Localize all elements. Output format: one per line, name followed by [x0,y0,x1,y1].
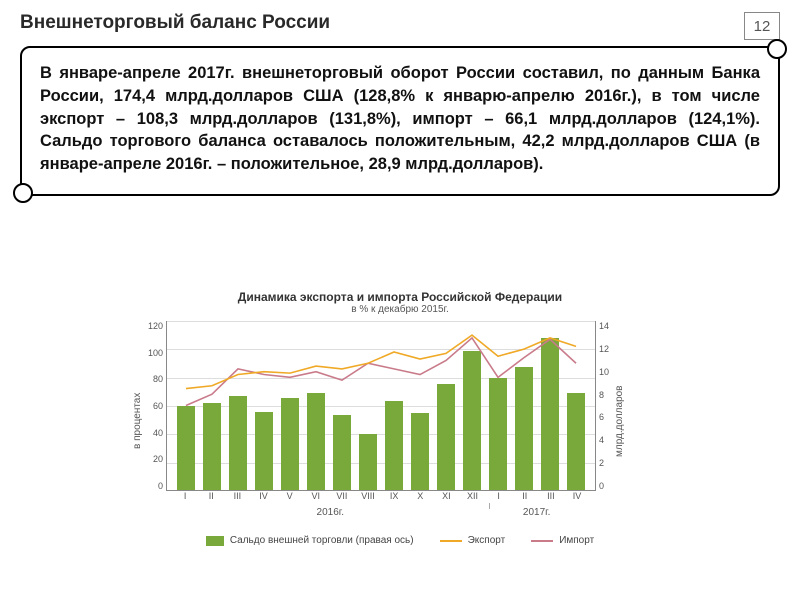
legend-item: Экспорт [440,535,506,546]
chart-title: Динамика экспорта и импорта Российской Ф… [130,290,670,304]
legend-item: Импорт [531,535,594,546]
x-tick: II [198,491,224,501]
x-tick: III [224,491,250,501]
x-tick: IV [250,491,276,501]
legend-label: Сальдо внешней торговли (правая ось) [230,535,414,546]
legend-label: Импорт [559,535,594,546]
page-title: Внешнеторговый баланс России [20,12,330,34]
chart-subtitle: в % к декабрю 2015г. [130,304,670,315]
x-tick: VIII [355,491,381,501]
year-label-2: 2017г. [523,507,550,518]
chart: Динамика экспорта и импорта Российской Ф… [130,290,670,546]
legend-swatch-box [206,536,224,546]
y-axis-left-label: в процентах [130,321,145,521]
x-tick: XI [433,491,459,501]
plot-area [166,321,596,491]
legend-item: Сальдо внешней торговли (правая ось) [206,535,414,546]
x-tick: X [407,491,433,501]
x-tick: I [172,491,198,501]
body-paragraph: В январе-апреле 2017г. внешнеторговый об… [40,62,760,176]
legend-swatch-line [531,540,553,542]
x-axis-ticks: IIIIIIIVVVIVIIVIIIIXXXIXIIIIIIIIIV [166,491,596,501]
legend-label: Экспорт [468,535,506,546]
page-number: 12 [754,18,771,35]
x-tick: V [277,491,303,501]
legend-swatch-line [440,540,462,542]
x-tick: XII [459,491,485,501]
import-line [186,338,576,406]
x-tick: IV [564,491,590,501]
x-tick: III [538,491,564,501]
lines-layer [167,321,595,490]
x-tick: II [512,491,538,501]
y-axis-left-ticks: 120100806040200 [145,321,166,491]
text-frame: В январе-апреле 2017г. внешнеторговый об… [20,46,780,196]
y-axis-right-label: млрд.долларов [612,321,627,521]
x-tick: I [486,491,512,501]
x-tick: VII [329,491,355,501]
x-tick: IX [381,491,407,501]
x-tick: VI [303,491,329,501]
y-axis-right-ticks: 14121086420 [596,321,612,491]
year-label-1: 2016г. [317,507,344,518]
x-axis-year-labels: 2016г. 2017г. [166,507,596,521]
page-number-box: 12 [744,12,780,40]
chart-legend: Сальдо внешней торговли (правая ось) Эксп… [130,535,670,546]
